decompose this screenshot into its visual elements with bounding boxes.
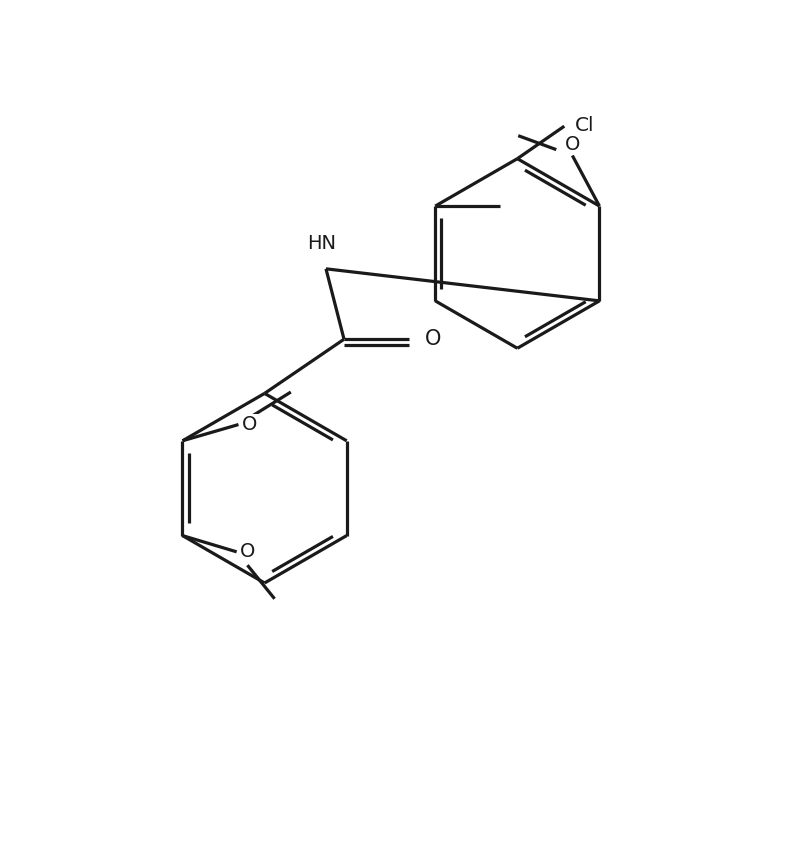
Text: HN: HN: [307, 235, 336, 253]
Text: O: O: [240, 542, 256, 561]
Text: Cl: Cl: [575, 116, 594, 135]
Text: O: O: [424, 329, 441, 349]
Text: O: O: [565, 134, 580, 154]
Text: O: O: [242, 415, 258, 434]
